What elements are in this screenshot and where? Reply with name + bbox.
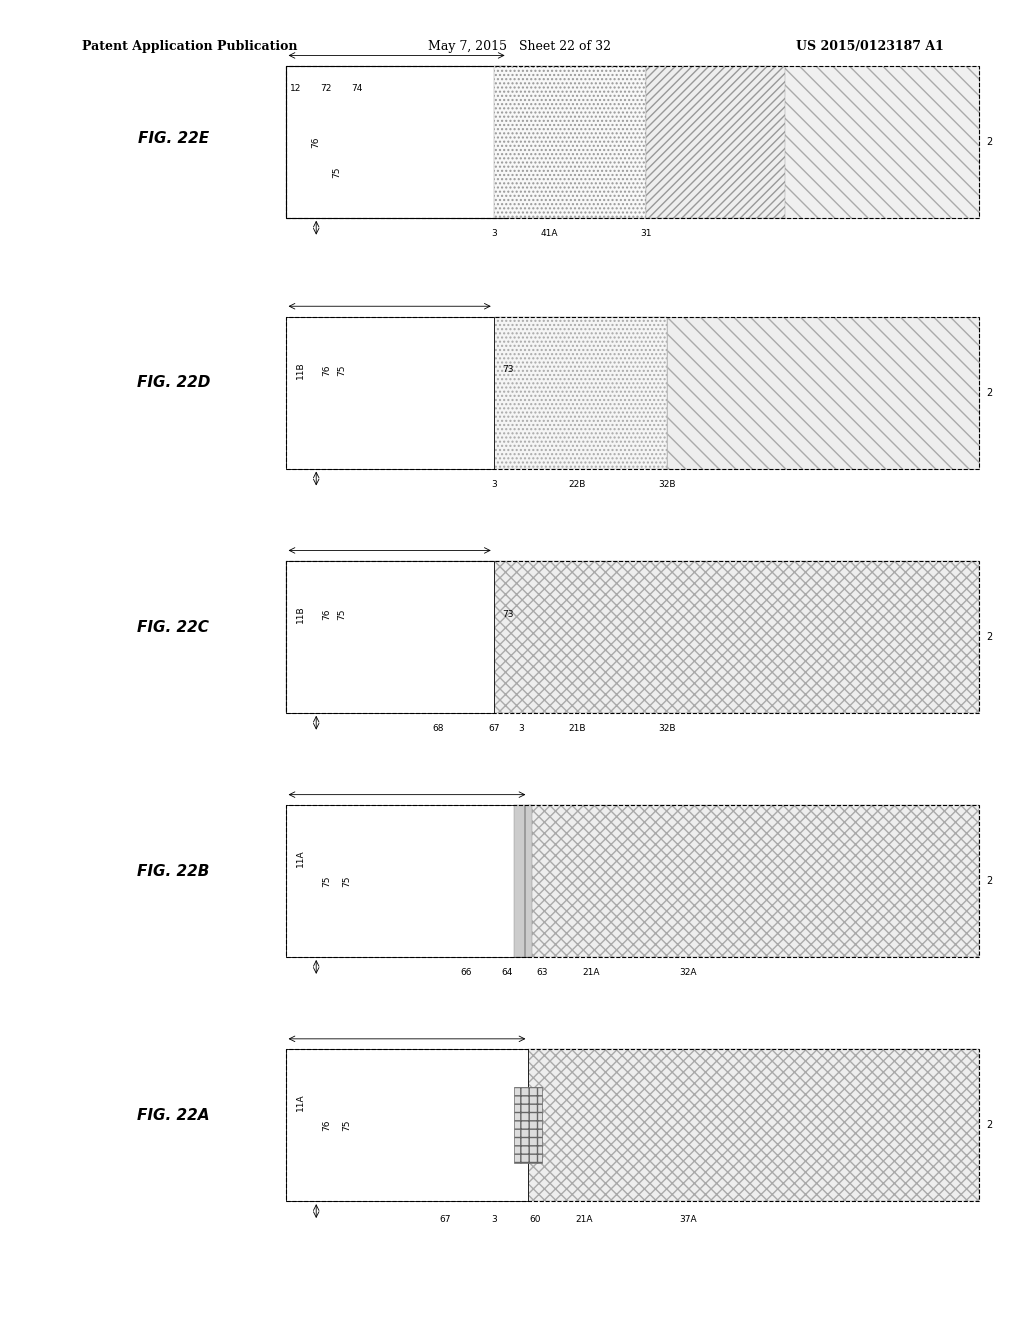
Text: 68: 68	[432, 725, 443, 733]
Text: 11A: 11A	[297, 1094, 305, 1111]
Text: 75: 75	[342, 875, 351, 887]
Text: 3: 3	[490, 480, 496, 488]
Text: US 2015/0123187 A1: US 2015/0123187 A1	[795, 40, 943, 53]
Text: 37A: 37A	[679, 1216, 696, 1224]
Text: 2: 2	[985, 137, 991, 147]
Text: 32B: 32B	[657, 480, 676, 488]
Bar	[285, 1049, 528, 1201]
Text: 73: 73	[501, 610, 513, 619]
Text: 11A: 11A	[297, 850, 305, 867]
Text: 21A: 21A	[575, 1216, 592, 1224]
Text: 3: 3	[490, 230, 496, 238]
Text: 63: 63	[536, 969, 547, 977]
Text: 74: 74	[351, 84, 363, 94]
Text: FIG. 22B: FIG. 22B	[138, 863, 209, 879]
Text: 11B: 11B	[297, 362, 305, 379]
Text: 73: 73	[501, 366, 513, 375]
Text: 76: 76	[322, 609, 330, 620]
Bar	[285, 66, 978, 218]
Text: 2: 2	[985, 876, 991, 886]
Text: 75: 75	[322, 875, 330, 887]
Text: 75: 75	[332, 166, 340, 178]
Bar	[285, 66, 507, 218]
Text: 32A: 32A	[679, 969, 696, 977]
Text: 60: 60	[529, 1216, 540, 1224]
Bar	[285, 805, 978, 957]
Text: 21B: 21B	[568, 725, 585, 733]
Bar	[528, 1049, 978, 1201]
Text: 2: 2	[985, 632, 991, 642]
Text: 75: 75	[342, 1119, 351, 1131]
Text: 41A: 41A	[540, 230, 557, 238]
Text: 3: 3	[518, 725, 524, 733]
Bar	[514, 1088, 542, 1163]
Text: 67: 67	[439, 1216, 450, 1224]
Bar	[528, 805, 978, 957]
Text: 31: 31	[640, 230, 651, 238]
Text: 72: 72	[320, 84, 332, 94]
Bar	[285, 561, 493, 713]
Text: 21A: 21A	[582, 969, 599, 977]
Text: FIG. 22A: FIG. 22A	[137, 1107, 210, 1123]
Bar	[666, 317, 978, 469]
Bar	[285, 561, 978, 713]
Text: May 7, 2015   Sheet 22 of 32: May 7, 2015 Sheet 22 of 32	[428, 40, 610, 53]
Bar	[493, 66, 646, 218]
Bar	[514, 805, 531, 957]
Bar	[493, 317, 666, 469]
Text: 32B: 32B	[657, 725, 676, 733]
Text: FIG. 22E: FIG. 22E	[138, 131, 209, 147]
Text: 76: 76	[322, 1119, 330, 1131]
Text: 22B: 22B	[568, 480, 585, 488]
Bar	[285, 561, 978, 713]
Text: FIG. 22D: FIG. 22D	[137, 375, 210, 391]
Text: 67: 67	[487, 725, 499, 733]
Bar	[285, 317, 978, 469]
Bar	[646, 66, 978, 218]
Text: 76: 76	[312, 136, 320, 148]
Text: 3: 3	[490, 1216, 496, 1224]
Text: 75: 75	[337, 364, 345, 376]
Text: 76: 76	[322, 364, 330, 376]
Bar	[285, 1049, 978, 1201]
Bar	[285, 317, 493, 469]
Text: 2: 2	[985, 1121, 991, 1130]
Bar	[285, 66, 646, 218]
Text: 75: 75	[337, 609, 345, 620]
Text: FIG. 22C: FIG. 22C	[138, 619, 209, 635]
Bar	[646, 66, 785, 218]
Text: 12: 12	[289, 84, 302, 94]
Text: Patent Application Publication: Patent Application Publication	[82, 40, 297, 53]
Text: 66: 66	[460, 969, 471, 977]
Text: 2: 2	[985, 388, 991, 397]
Text: 64: 64	[501, 969, 513, 977]
Text: 11B: 11B	[297, 606, 305, 623]
Bar	[285, 805, 528, 957]
